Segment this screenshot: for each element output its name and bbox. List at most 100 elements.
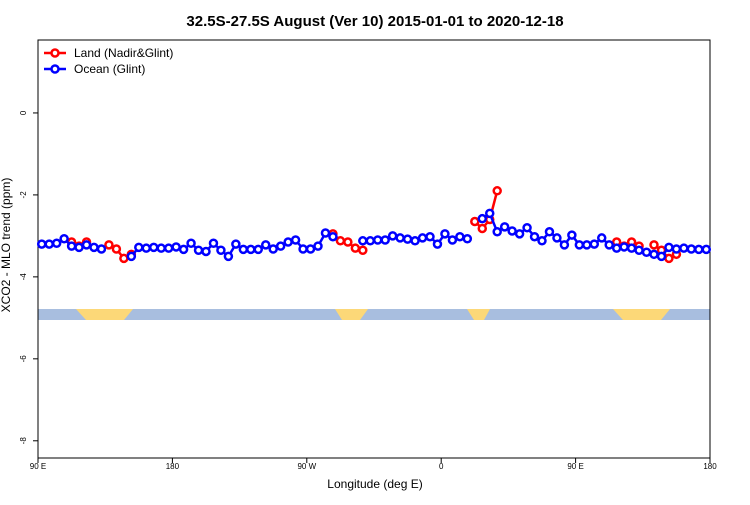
data-point	[313, 241, 323, 251]
data-point	[156, 243, 166, 253]
data-point	[111, 244, 122, 254]
data-point	[335, 236, 346, 246]
data-point	[223, 251, 234, 262]
y-tick-label: -8	[19, 437, 28, 445]
data-point	[589, 239, 600, 249]
data-point	[567, 230, 577, 240]
data-point	[432, 239, 443, 249]
data-point	[470, 216, 480, 227]
data-point	[350, 243, 361, 253]
y-tick-label: -6	[19, 355, 28, 363]
data-point	[649, 249, 659, 260]
data-point	[178, 244, 189, 255]
data-point	[522, 222, 532, 233]
ocean-band	[38, 309, 710, 320]
data-point	[81, 240, 92, 250]
data-point	[395, 233, 405, 243]
x-tick-label: 180	[166, 462, 180, 471]
data-point	[253, 244, 264, 255]
data-point	[462, 234, 473, 244]
data-point	[402, 234, 413, 244]
data-point	[126, 251, 137, 262]
data-point	[626, 243, 637, 253]
data-point	[201, 246, 211, 257]
data-point	[664, 242, 674, 253]
data-point	[36, 239, 47, 249]
data-point	[514, 229, 525, 239]
data-point	[171, 242, 181, 252]
data-point	[328, 231, 338, 242]
data-point	[372, 235, 383, 245]
data-point	[238, 244, 249, 255]
data-point	[619, 242, 629, 252]
data-point	[410, 236, 420, 246]
data-point	[141, 243, 152, 253]
data-point	[440, 229, 450, 239]
data-point	[216, 245, 226, 255]
data-point	[260, 240, 271, 250]
land-band	[76, 309, 133, 320]
data-point	[305, 244, 316, 254]
y-tick-label: -2	[19, 191, 28, 199]
data-point	[634, 245, 644, 255]
data-point	[492, 186, 502, 196]
data-point	[529, 231, 540, 242]
data-point	[134, 242, 144, 253]
data-point	[275, 241, 286, 251]
data-point	[51, 238, 62, 249]
data-point	[574, 240, 585, 250]
data-point	[119, 253, 129, 264]
land-band	[467, 309, 490, 320]
data-point	[96, 244, 107, 254]
data-point	[246, 244, 256, 255]
data-point	[208, 238, 219, 249]
data-point	[268, 244, 278, 254]
data-point	[582, 240, 592, 250]
data-point	[44, 239, 54, 249]
land-mask	[38, 309, 710, 320]
data-point	[343, 237, 353, 247]
data-point	[425, 231, 435, 242]
data-point	[499, 222, 510, 232]
data-point	[679, 243, 689, 253]
data-point	[656, 251, 667, 262]
data-point	[193, 245, 204, 255]
data-point	[686, 244, 697, 254]
data-point	[365, 236, 376, 246]
data-point	[507, 226, 517, 236]
legend-label: Ocean (Glint)	[74, 62, 145, 76]
land-band	[613, 309, 670, 320]
data-point	[283, 237, 293, 247]
land-band	[335, 309, 368, 320]
data-point	[186, 238, 196, 249]
data-point	[66, 241, 77, 251]
data-point	[537, 236, 547, 246]
data-point	[298, 244, 308, 254]
data-point	[701, 244, 712, 255]
data-point	[417, 233, 428, 243]
data-point	[455, 231, 465, 242]
x-tick-label: 180	[703, 462, 717, 471]
data-point	[380, 235, 390, 245]
y-tick-label: 0	[19, 110, 28, 115]
x-axis-label: Longitude (deg E)	[327, 477, 422, 491]
data-point	[596, 233, 607, 243]
y-axis-label: XCO2 - MLO trend (ppm)	[0, 178, 13, 313]
data-point	[559, 240, 570, 250]
data-point	[492, 227, 502, 237]
data-point	[358, 236, 368, 246]
x-tick-label: 90 E	[567, 462, 583, 471]
data-point	[611, 243, 622, 253]
data-point	[447, 235, 458, 245]
data-point	[641, 247, 652, 258]
data-point	[671, 244, 682, 254]
data-point	[231, 239, 241, 249]
data-point	[74, 242, 84, 253]
data-point	[544, 227, 555, 237]
data-point	[664, 253, 674, 264]
legend-marker	[50, 64, 60, 74]
data-point	[320, 228, 331, 238]
data-point	[358, 245, 368, 255]
data-point	[649, 240, 659, 250]
data-point	[484, 208, 495, 219]
